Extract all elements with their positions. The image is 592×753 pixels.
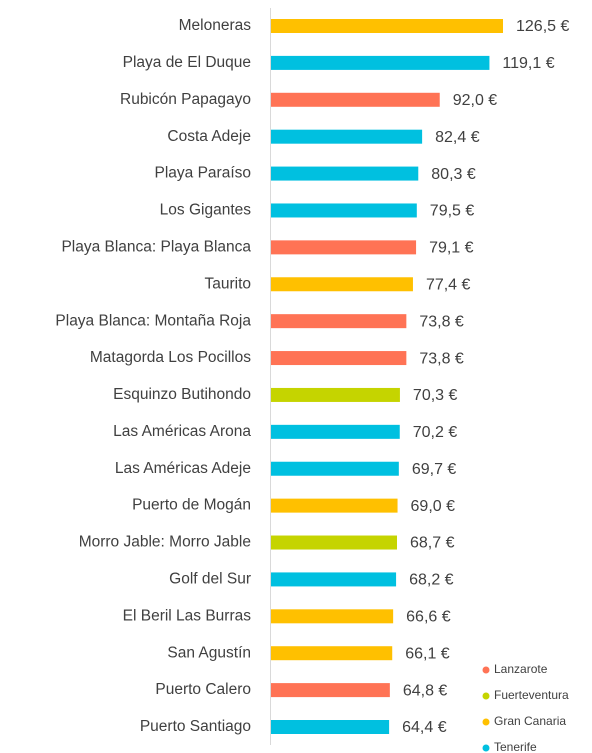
value-label: 126,5 € [516, 18, 569, 35]
value-label: 80,3 € [431, 166, 476, 183]
bar [271, 572, 397, 587]
value-label: 73,8 € [419, 313, 464, 330]
bar [271, 461, 399, 476]
bar [271, 240, 417, 255]
legend-label: Tenerife [494, 740, 537, 753]
value-label: 77,4 € [426, 276, 471, 293]
bar [271, 277, 413, 292]
legend-swatch [482, 718, 490, 726]
bar [271, 424, 400, 439]
bar [271, 720, 390, 734]
category-label: El Beril Las Burras [123, 607, 252, 624]
bar [271, 314, 407, 329]
bar [271, 203, 417, 218]
legend-label: Lanzarote [494, 662, 548, 676]
value-label: 119,1 € [502, 55, 554, 72]
value-label: 70,3 € [413, 387, 458, 404]
bar [271, 646, 393, 661]
category-label: Playa de El Duque [123, 54, 251, 71]
category-label: Los Gigantes [160, 202, 252, 219]
category-label: Golf del Sur [169, 571, 251, 588]
value-label: 82,4 € [435, 129, 480, 146]
bar [271, 351, 407, 366]
bar [271, 683, 390, 698]
category-label: Puerto Santiago [140, 718, 251, 735]
category-label: Esquinzo Butihondo [113, 386, 251, 403]
value-label: 92,0 € [453, 92, 498, 109]
value-label: 69,7 € [412, 461, 457, 478]
category-label: Costa Adeje [167, 128, 251, 145]
category-label: Las Américas Arona [113, 423, 251, 440]
category-label: Meloneras [179, 17, 252, 34]
category-label: Puerto de Mogán [132, 497, 251, 514]
category-label: Playa Blanca: Playa Blanca [61, 238, 251, 255]
value-label: 66,1 € [405, 645, 450, 662]
bar [271, 55, 490, 70]
value-label: 79,1 € [429, 240, 474, 257]
bar [271, 498, 398, 513]
value-label: 66,6 € [406, 609, 451, 626]
category-label: Playa Paraíso [155, 165, 252, 182]
value-label: 68,7 € [410, 535, 455, 552]
bar [271, 609, 394, 624]
legend-swatch [482, 744, 490, 752]
legend-label: Fuerteventura [494, 688, 569, 702]
bar [271, 535, 397, 550]
value-label: 70,2 € [413, 424, 458, 441]
bar [271, 387, 400, 402]
legend-label: Gran Canaria [494, 714, 566, 728]
value-label: 68,2 € [409, 572, 454, 589]
value-label: 73,8 € [419, 350, 464, 367]
value-label: 64,4 € [402, 719, 447, 736]
category-label: Las Américas Adeje [115, 460, 251, 477]
value-label: 79,5 € [430, 203, 475, 220]
category-label: Playa Blanca: Montaña Roja [55, 312, 251, 329]
category-label: Rubicón Papagayo [120, 91, 251, 108]
category-label: Taurito [204, 275, 251, 292]
category-label: Matagorda Los Pocillos [90, 349, 251, 366]
category-label: San Agustín [167, 644, 251, 661]
value-label: 69,0 € [411, 498, 456, 515]
value-label: 64,8 € [403, 682, 448, 699]
legend-swatch [482, 666, 490, 674]
legend-swatch [482, 692, 490, 700]
bar [271, 92, 440, 107]
bar [271, 129, 423, 144]
bar [271, 19, 504, 33]
bar [271, 166, 419, 181]
category-label: Morro Jable: Morro Jable [79, 534, 251, 551]
category-label: Puerto Calero [155, 681, 251, 698]
